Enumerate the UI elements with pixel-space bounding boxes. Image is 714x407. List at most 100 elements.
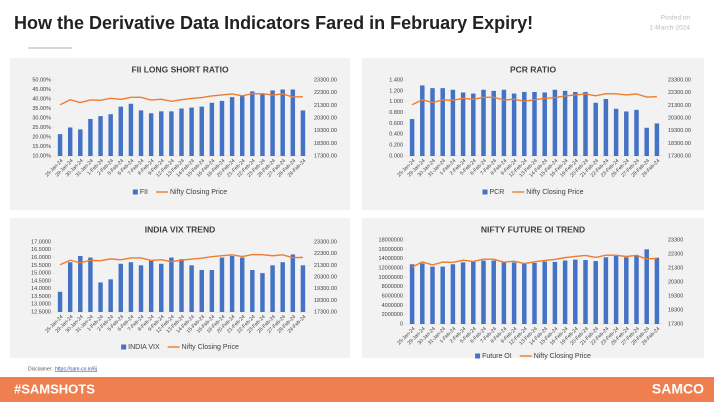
bar bbox=[57, 291, 63, 312]
bar bbox=[209, 270, 215, 312]
legend-label: PCR bbox=[490, 189, 505, 196]
y2-tick-label: 19300 bbox=[668, 293, 683, 299]
bar bbox=[189, 107, 194, 156]
legend-swatch bbox=[482, 189, 488, 195]
bar bbox=[603, 99, 609, 156]
legend-label: Nifty Closing Price bbox=[170, 189, 227, 196]
bar bbox=[644, 127, 649, 156]
y-tick-label: 45.00% bbox=[32, 87, 51, 93]
bar bbox=[593, 102, 598, 156]
line bbox=[59, 253, 303, 266]
line bbox=[59, 93, 303, 106]
bar bbox=[450, 89, 456, 156]
y-tick-label: 16.0000 bbox=[31, 255, 51, 261]
bar bbox=[501, 262, 507, 324]
bar bbox=[118, 106, 124, 156]
bar bbox=[481, 260, 486, 324]
chart-title: NIFTY FUTURE OI TREND bbox=[481, 224, 585, 234]
bar bbox=[128, 262, 134, 312]
y2-tick-label: 20300.00 bbox=[668, 115, 691, 121]
bar bbox=[583, 91, 588, 156]
y-tick-label: 0 bbox=[400, 321, 403, 327]
legend-swatch bbox=[121, 344, 127, 350]
y-tick-label: 17.0000 bbox=[31, 239, 51, 245]
bar bbox=[460, 92, 466, 156]
bar bbox=[57, 134, 63, 156]
footer-brand: SAMCO bbox=[652, 381, 704, 397]
line bbox=[411, 93, 657, 106]
y2-tick-label: 17300.00 bbox=[314, 309, 337, 315]
bar bbox=[229, 97, 235, 156]
bar bbox=[199, 106, 204, 156]
y-tick-label: 16000000 bbox=[379, 247, 403, 253]
y-tick-label: 35.00% bbox=[32, 106, 51, 112]
bar bbox=[118, 263, 124, 312]
y-tick-label: 16.5000 bbox=[31, 247, 51, 253]
y2-tick-label: 18300 bbox=[668, 307, 683, 313]
y2-tick-label: 18300.00 bbox=[314, 141, 337, 147]
y2-tick-label: 21300.00 bbox=[314, 103, 337, 109]
posted-label: Posted on bbox=[661, 15, 691, 22]
bar bbox=[481, 89, 486, 156]
bar bbox=[159, 111, 164, 156]
bar bbox=[450, 264, 456, 324]
y-tick-label: 10000000 bbox=[379, 275, 403, 281]
y-tick-label: 12.5000 bbox=[31, 309, 51, 315]
bar bbox=[634, 109, 639, 156]
y-tick-label: 6000000 bbox=[382, 293, 403, 299]
bar bbox=[522, 263, 527, 324]
footer-hashtag: #SAMSHOTS bbox=[14, 381, 95, 396]
y2-tick-label: 21300.00 bbox=[314, 263, 337, 269]
y2-tick-label: 19300.00 bbox=[314, 128, 337, 134]
chart-title: PCR RATIO bbox=[510, 64, 557, 74]
bar bbox=[300, 110, 306, 156]
y-tick-label: 0.800 bbox=[389, 110, 403, 116]
legend-label: Nifty Closing Price bbox=[526, 189, 583, 196]
bar bbox=[430, 266, 435, 324]
bar bbox=[98, 282, 103, 312]
y-tick-label: 14.0000 bbox=[31, 286, 51, 292]
bar bbox=[209, 102, 215, 156]
bar bbox=[562, 260, 568, 324]
bar bbox=[420, 85, 425, 156]
y2-tick-label: 17300.00 bbox=[314, 153, 337, 159]
bar bbox=[471, 93, 476, 156]
bar bbox=[613, 255, 619, 324]
bar bbox=[420, 263, 425, 324]
y2-tick-label: 20300.00 bbox=[314, 274, 337, 280]
bar bbox=[511, 93, 517, 156]
bar bbox=[562, 90, 568, 156]
y2-tick-label: 20300 bbox=[668, 279, 683, 285]
bar bbox=[189, 265, 194, 312]
y-tick-label: 1.400 bbox=[389, 77, 403, 83]
y2-tick-label: 23300.00 bbox=[668, 77, 691, 83]
y2-tick-label: 22300.00 bbox=[314, 251, 337, 257]
bar bbox=[219, 100, 225, 156]
bar bbox=[542, 92, 547, 156]
disclaimer-link[interactable]: https://sam-co.in/6j bbox=[55, 366, 97, 372]
y-tick-label: 1.200 bbox=[389, 88, 403, 94]
legend-label: Future OI bbox=[482, 353, 512, 360]
y-tick-label: 0.200 bbox=[389, 143, 403, 149]
bar bbox=[78, 256, 83, 312]
bar bbox=[108, 279, 113, 312]
y-tick-label: 12000000 bbox=[379, 265, 403, 271]
bar bbox=[440, 266, 445, 324]
bar bbox=[583, 260, 588, 324]
y-tick-label: 40.00% bbox=[32, 96, 51, 102]
y2-tick-label: 22300 bbox=[668, 251, 683, 257]
y-tick-label: 8000000 bbox=[382, 284, 403, 290]
bar bbox=[78, 129, 83, 156]
footer-bar bbox=[0, 377, 714, 402]
bar bbox=[522, 91, 527, 156]
y-tick-label: 15.5000 bbox=[31, 263, 51, 269]
bar bbox=[179, 108, 184, 156]
chart-title: INDIA VIX TREND bbox=[145, 224, 216, 234]
bar bbox=[460, 262, 466, 324]
y-tick-label: 0.400 bbox=[389, 132, 403, 138]
bar bbox=[654, 257, 660, 324]
line bbox=[411, 254, 657, 268]
bar bbox=[67, 262, 73, 312]
y-tick-label: 13.0000 bbox=[31, 302, 51, 308]
